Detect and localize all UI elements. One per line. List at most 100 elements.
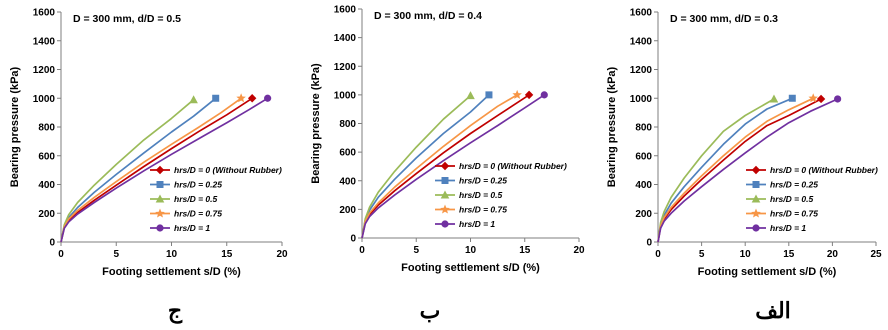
y-tick-label: 0 (646, 238, 652, 249)
legend-marker (155, 165, 165, 175)
panel-label: ب (420, 298, 441, 324)
legend-label: hrs/D = 0.5 (770, 194, 814, 204)
y-tick-label: 600 (339, 148, 356, 159)
legend-marker (751, 208, 761, 218)
series-end-marker-4 (808, 93, 818, 103)
x-tick-label: 10 (465, 245, 477, 256)
x-tick-label: 10 (166, 249, 178, 260)
legend-label: hrs/D = 0.25 (770, 180, 818, 190)
x-tick-label: 5 (113, 249, 119, 260)
y-tick-label: 200 (339, 205, 356, 216)
series-end-marker-3 (466, 91, 475, 100)
legend-marker (440, 190, 450, 199)
x-axis-title: Footing settlement s/D (%) (698, 266, 837, 278)
y-tick-label: 1200 (334, 62, 357, 73)
legend-marker (156, 224, 164, 232)
y-tick-label: 1600 (334, 5, 357, 16)
series-line-5 (361, 94, 545, 239)
legend: hrs/D = 0 (Without Rubber) hrs/D = 0.25 hr… (746, 165, 878, 233)
x-tick-label: 5 (413, 245, 419, 256)
series-end-marker-5 (834, 95, 842, 103)
x-tick-label: 25 (870, 249, 882, 260)
series-line-3 (361, 94, 472, 239)
legend-label: hrs/D = 0 (Without Rubber) (770, 165, 878, 175)
series-end-marker-1 (247, 94, 257, 103)
y-tick-label: 200 (635, 209, 652, 220)
series-end-marker-1 (524, 90, 534, 100)
series-line-4 (60, 97, 242, 243)
legend-label: hrs/D = 1 (770, 223, 806, 233)
x-tick-label: 0 (655, 249, 661, 260)
chart-panel-1: 0 200 400 600 800 1000 1200 1400 1600 0 5 10 15 20 Foo… (9, 8, 288, 325)
y-tick-label: 0 (350, 234, 356, 245)
y-axis-title: Bearing pressure (kPa) (310, 63, 322, 184)
legend-label: hrs/D = 0.25 (459, 176, 507, 186)
x-tick-label: 20 (827, 249, 839, 260)
y-tick-label: 400 (635, 180, 652, 191)
legend-marker (441, 220, 449, 228)
y-tick-label: 1000 (630, 94, 653, 105)
legend-label: hrs/D = 0 (Without Rubber) (174, 165, 282, 175)
series-end-marker-4 (236, 93, 246, 103)
x-tick-label: 10 (740, 249, 752, 260)
legend-marker (752, 224, 760, 232)
chart-panel-3: 0 200 400 600 800 1000 1200 1400 1600 0 5 10 15 20 25 F… (606, 8, 882, 325)
x-tick-label: 15 (221, 249, 233, 260)
series-end-marker-3 (189, 95, 198, 104)
legend-label: hrs/D = 1 (174, 223, 210, 233)
legend-marker (156, 181, 164, 188)
y-tick-label: 800 (38, 123, 55, 134)
chart-title: D = 300 mm, d/D = 0.3 (670, 13, 778, 25)
x-axis-title: Footing settlement s/D (%) (401, 262, 540, 274)
y-axis-title: Bearing pressure (kPa) (606, 66, 618, 187)
legend-marker (751, 165, 761, 175)
legend-label: hrs/D = 0.75 (770, 209, 818, 219)
x-axis-title: Footing settlement s/D (%) (102, 266, 241, 278)
legend-marker (751, 194, 761, 203)
y-tick-label: 400 (38, 180, 55, 191)
legend-label: hrs/D = 0.75 (459, 205, 507, 215)
series-line-4 (657, 97, 814, 243)
legend-label: hrs/D = 0.75 (174, 209, 222, 219)
legend-marker (440, 161, 450, 171)
y-tick-label: 1200 (630, 65, 653, 76)
series-end-marker-1 (816, 94, 826, 104)
y-tick-label: 1400 (630, 36, 653, 47)
series-end-marker-5 (264, 94, 272, 102)
y-tick-label: 600 (635, 151, 652, 162)
legend-marker (441, 177, 449, 184)
legend-marker (155, 208, 165, 218)
y-tick-label: 1200 (33, 65, 56, 76)
y-axis-title: Bearing pressure (kPa) (9, 66, 21, 187)
chart-title: D = 300 mm, d/D = 0.4 (374, 10, 482, 22)
y-tick-label: 0 (49, 238, 55, 249)
series-end-marker-2 (212, 94, 220, 102)
x-tick-label: 0 (359, 245, 365, 256)
y-tick-label: 1000 (334, 90, 357, 101)
panel-label: الف (755, 298, 791, 324)
series-line-4 (361, 94, 518, 239)
series-end-marker-2 (788, 94, 796, 102)
y-tick-label: 1400 (33, 36, 56, 47)
y-tick-label: 800 (339, 119, 356, 130)
series-line-5 (657, 98, 838, 243)
series-end-marker-3 (769, 94, 779, 103)
legend-label: hrs/D = 0.5 (174, 194, 218, 204)
x-tick-label: 0 (58, 249, 64, 260)
panel-label: ج (168, 298, 183, 324)
legend-marker (752, 181, 760, 188)
x-tick-label: 15 (783, 249, 795, 260)
y-tick-label: 800 (635, 123, 652, 134)
y-tick-label: 1600 (33, 8, 56, 19)
legend-label: hrs/D = 1 (459, 219, 495, 229)
x-tick-label: 20 (276, 249, 288, 260)
series-end-marker-4 (512, 89, 522, 99)
y-tick-label: 1600 (630, 8, 653, 19)
x-tick-label: 15 (519, 245, 531, 256)
y-tick-label: 400 (339, 176, 356, 187)
legend: hrs/D = 0 (Without Rubber) hrs/D = 0.25 hr… (150, 165, 282, 233)
x-tick-label: 5 (699, 249, 705, 260)
legend-label: hrs/D = 0.25 (174, 180, 222, 190)
legend-label: hrs/D = 0 (Without Rubber) (459, 161, 567, 171)
